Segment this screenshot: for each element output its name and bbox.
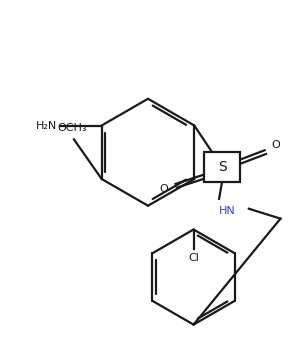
Text: O: O (160, 184, 168, 194)
Text: S: S (218, 160, 226, 174)
Text: HN: HN (219, 206, 236, 216)
Text: Cl: Cl (188, 253, 199, 263)
Text: H₂N: H₂N (36, 121, 57, 131)
Text: O: O (272, 140, 280, 150)
Bar (204, 152, 240, 182)
Text: OCH₃: OCH₃ (57, 124, 87, 134)
